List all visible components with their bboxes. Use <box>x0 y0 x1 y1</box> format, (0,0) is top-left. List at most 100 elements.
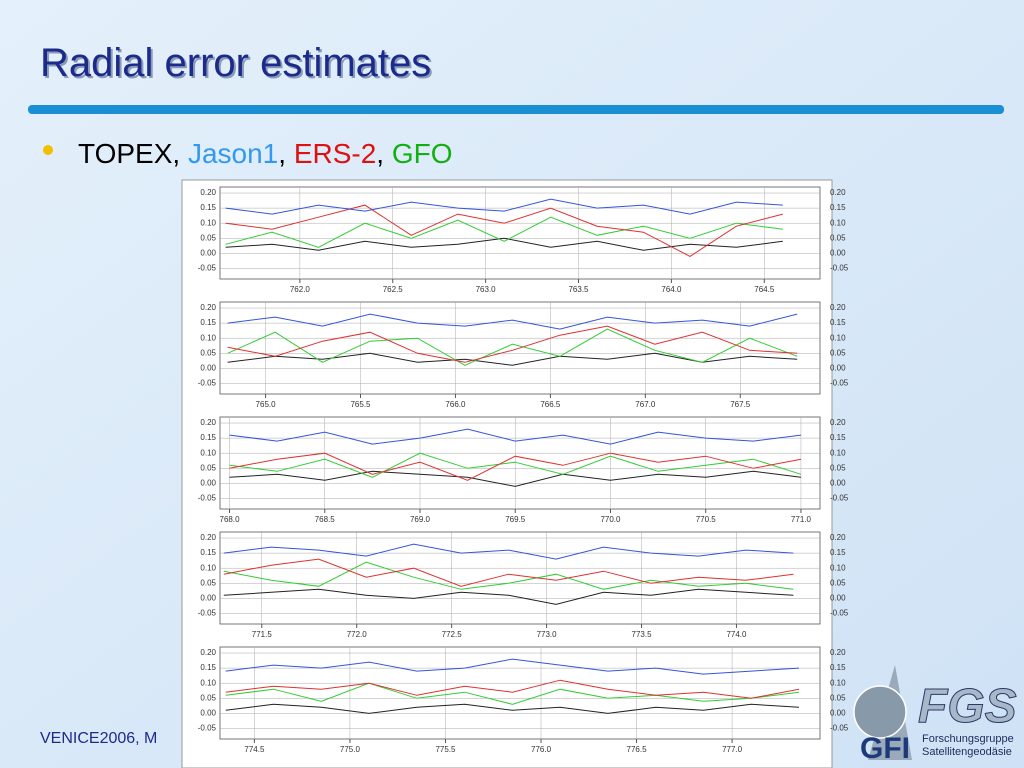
y-tick-label: 0.20 <box>200 648 216 657</box>
x-tick-label: 770.5 <box>696 515 717 524</box>
y2-tick-label: 0.20 <box>830 648 846 657</box>
x-tick-label: 764.5 <box>754 285 775 294</box>
bullet-run: Jason1 <box>188 138 278 169</box>
bullet-dot <box>43 145 53 155</box>
x-tick-label: 762.0 <box>290 285 311 294</box>
x-tick-label: 777.0 <box>722 745 743 754</box>
y2-tick-label: 0.05 <box>830 693 846 702</box>
bullet-run: TOPEX <box>78 138 173 169</box>
y-tick-label: 0.20 <box>200 418 216 427</box>
y-tick-label: 0.05 <box>200 693 216 702</box>
y2-tick-label: 0.20 <box>830 418 846 427</box>
y-tick-label: 0.00 <box>200 363 216 372</box>
y-tick-label: 0.05 <box>200 578 216 587</box>
bullet-run: GFO <box>392 138 453 169</box>
y-tick-label: 0.00 <box>200 478 216 487</box>
y2-tick-label: 0.20 <box>830 188 846 197</box>
x-tick-label: 776.0 <box>531 745 552 754</box>
x-tick-label: 764.0 <box>661 285 682 294</box>
series-line <box>225 682 800 705</box>
y-tick-label: 0.20 <box>200 188 216 197</box>
y2-tick-label: -0.05 <box>830 609 849 618</box>
y-tick-label: 0.15 <box>200 433 216 442</box>
x-tick-label: 776.5 <box>627 745 648 754</box>
series-line <box>225 658 800 675</box>
bullet-run: , <box>278 138 294 169</box>
y-tick-label: 0.10 <box>200 448 216 457</box>
x-tick-label: 771.0 <box>791 515 812 524</box>
y2-tick-label: 0.05 <box>830 233 846 242</box>
y2-tick-label: 0.00 <box>830 363 846 372</box>
y-tick-label: -0.05 <box>198 494 217 503</box>
y2-tick-label: 0.10 <box>830 218 846 227</box>
series-line <box>223 543 794 560</box>
y2-tick-label: 0.15 <box>830 663 846 672</box>
x-tick-label: 770.0 <box>600 515 621 524</box>
series-line <box>225 703 800 714</box>
x-tick-label: 766.0 <box>445 400 466 409</box>
x-tick-label: 774.0 <box>726 630 747 639</box>
series-line <box>229 428 802 445</box>
y-tick-label: 0.20 <box>200 533 216 542</box>
y-tick-label: 0.20 <box>200 303 216 312</box>
chart-panel: 0.20 0.20 0.15 0.15 0.10 0.10 0.05 0.05 0.00 0.00… <box>198 531 849 639</box>
y2-tick-label: 0.05 <box>830 578 846 587</box>
y-tick-label: 0.10 <box>200 218 216 227</box>
logo-globe <box>853 685 907 739</box>
x-tick-label: 765.5 <box>350 400 371 409</box>
logo-caption: Forschungsgruppe <box>922 733 1014 745</box>
y2-tick-label: 0.15 <box>830 548 846 557</box>
y2-tick-label: -0.05 <box>830 379 849 388</box>
plot-area <box>219 531 821 625</box>
y-tick-label: 0.05 <box>200 348 216 357</box>
series-line <box>229 470 802 487</box>
y2-tick-label: -0.05 <box>830 724 849 733</box>
x-tick-label: 775.0 <box>340 745 361 754</box>
series-line <box>229 452 802 481</box>
x-tick-label: 767.5 <box>730 400 751 409</box>
y-tick-label: 0.15 <box>200 318 216 327</box>
y-tick-label: 0.10 <box>200 333 216 342</box>
logo-fgs: FGS <box>918 680 1017 733</box>
y2-tick-label: 0.15 <box>830 433 846 442</box>
x-tick-label: 772.0 <box>347 630 368 639</box>
logo: GFI FGS Forschungsgruppe Satellitengeodä… <box>853 665 1017 765</box>
x-tick-label: 775.5 <box>435 745 456 754</box>
bullet-run: , <box>376 138 392 169</box>
x-tick-label: 769.5 <box>505 515 526 524</box>
y2-tick-label: 0.05 <box>830 348 846 357</box>
y-tick-label: -0.05 <box>198 724 217 733</box>
series-line <box>227 313 798 330</box>
bullet-text: TOPEX, Jason1, ERS-2, GFO <box>78 138 453 169</box>
y-tick-label: 0.15 <box>200 203 216 212</box>
y2-tick-label: 0.00 <box>830 708 846 717</box>
y-tick-label: -0.05 <box>198 264 217 273</box>
y-tick-label: 0.05 <box>200 233 216 242</box>
x-tick-label: 773.5 <box>632 630 653 639</box>
y-tick-label: 0.00 <box>200 708 216 717</box>
y-tick-label: 0.05 <box>200 463 216 472</box>
chart-panel: 0.20 0.20 0.15 0.15 0.10 0.10 0.05 0.05 0.00 0.00… <box>198 646 849 754</box>
y2-tick-label: 0.20 <box>830 303 846 312</box>
y2-tick-label: 0.00 <box>830 478 846 487</box>
slide-title: Radial error estimates <box>40 41 431 85</box>
y-tick-label: 0.15 <box>200 548 216 557</box>
series-line <box>225 679 800 699</box>
y2-tick-label: -0.05 <box>830 494 849 503</box>
y-tick-label: 0.10 <box>200 563 216 572</box>
y-tick-label: 0.00 <box>200 248 216 257</box>
y2-tick-label: 0.15 <box>830 203 846 212</box>
series-line <box>229 452 802 478</box>
y-tick-label: 0.15 <box>200 663 216 672</box>
series-line <box>223 561 794 590</box>
x-tick-label: 768.0 <box>220 515 241 524</box>
series-line <box>223 588 794 605</box>
x-tick-label: 769.0 <box>410 515 431 524</box>
x-tick-label: 774.5 <box>244 745 265 754</box>
plot-area <box>219 186 821 280</box>
title-shadow: Radial error estimates <box>42 43 433 87</box>
y-tick-label: -0.05 <box>198 609 217 618</box>
y2-tick-label: 0.00 <box>830 593 846 602</box>
x-tick-label: 765.0 <box>256 400 277 409</box>
